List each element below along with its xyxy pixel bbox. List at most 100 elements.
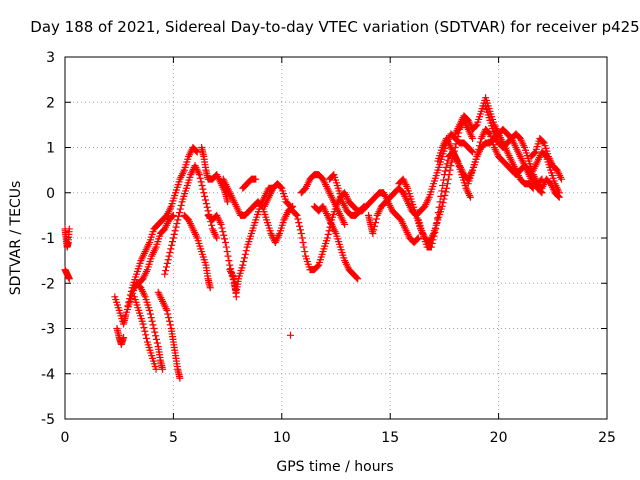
data-point-marker	[325, 227, 333, 235]
data-point-marker	[126, 291, 134, 299]
data-point-marker	[166, 248, 174, 256]
data-point-marker	[175, 212, 183, 220]
y-axis-label: SDTVAR / TECUs	[8, 181, 24, 296]
data-point-marker	[473, 153, 481, 161]
data-point-marker	[324, 230, 332, 238]
data-point-marker	[142, 331, 150, 339]
data-point-marker	[162, 263, 170, 271]
data-points	[61, 94, 565, 382]
data-point-marker	[163, 259, 171, 267]
data-point-marker	[442, 188, 450, 196]
data-point-marker	[161, 270, 169, 278]
data-point-marker	[439, 182, 447, 190]
data-point-marker	[169, 234, 177, 242]
data-point-marker	[301, 248, 309, 256]
data-point-marker	[146, 306, 154, 314]
x-tick-label: 5	[169, 430, 178, 446]
data-point-marker	[139, 320, 147, 328]
data-point-marker	[201, 196, 209, 204]
data-point-marker	[341, 220, 349, 228]
data-point-marker	[151, 328, 159, 336]
x-tick-label: 25	[598, 430, 616, 446]
data-point-marker	[440, 171, 448, 179]
data-point-marker	[294, 215, 302, 223]
data-point-marker	[539, 138, 547, 146]
y-tick-label: -5	[41, 412, 55, 428]
data-point-marker	[468, 147, 476, 155]
data-point-marker	[474, 149, 482, 157]
data-point-marker	[225, 257, 233, 265]
data-point-marker	[323, 234, 331, 242]
data-point-marker	[437, 192, 445, 200]
y-tick-label: 1	[46, 141, 55, 157]
data-point-marker	[152, 332, 160, 340]
data-point-marker	[218, 224, 226, 232]
data-point-marker	[475, 145, 483, 153]
data-point-marker	[466, 193, 474, 201]
data-point-marker	[208, 221, 216, 229]
data-point-marker	[219, 228, 227, 236]
data-point-marker	[438, 202, 446, 210]
data-point-marker	[199, 185, 207, 193]
data-point-marker	[147, 314, 155, 322]
data-point-marker	[293, 211, 301, 219]
data-point-marker	[541, 152, 549, 160]
chart-title: Day 188 of 2021, Sidereal Day-to-day VTE…	[30, 18, 639, 36]
data-point-marker	[299, 239, 307, 247]
data-point-marker	[414, 235, 422, 243]
data-point-marker	[297, 229, 305, 237]
data-point-marker	[217, 220, 225, 228]
data-point-marker	[286, 331, 294, 339]
data-point-marker	[241, 254, 249, 262]
y-tick-label: -4	[41, 367, 55, 383]
data-point-marker	[453, 136, 461, 144]
data-point-marker	[241, 250, 249, 258]
data-point-marker	[298, 234, 306, 242]
data-point-marker	[126, 295, 134, 303]
data-point-marker	[162, 267, 170, 275]
data-point-marker	[163, 306, 171, 314]
data-point-marker	[371, 222, 379, 230]
data-point-marker	[472, 122, 480, 130]
data-point-marker	[202, 200, 210, 208]
y-tick-label: 2	[46, 95, 55, 111]
data-point-marker	[213, 234, 221, 242]
data-point-marker	[198, 182, 206, 190]
data-point-marker	[252, 175, 260, 183]
data-point-marker	[165, 317, 173, 325]
data-point-marker	[167, 245, 175, 253]
data-point-marker	[428, 239, 436, 247]
y-tick-label: 0	[46, 186, 55, 202]
data-point-marker	[444, 175, 452, 183]
data-point-marker	[176, 205, 184, 213]
data-point-marker	[300, 243, 308, 251]
data-point-marker	[152, 335, 160, 343]
data-point-marker	[223, 248, 231, 256]
data-point-marker	[164, 310, 172, 318]
data-point-marker	[177, 201, 185, 209]
data-point-marker	[192, 147, 200, 155]
data-point-marker	[292, 210, 300, 218]
data-point-marker	[172, 223, 180, 231]
data-point-marker	[124, 302, 132, 310]
data-point-marker	[164, 256, 172, 264]
data-point-marker	[359, 203, 367, 211]
data-point-marker	[169, 238, 177, 246]
data-point-marker	[146, 310, 154, 318]
data-point-marker	[171, 227, 179, 235]
data-point-marker	[430, 232, 438, 240]
data-point-marker	[443, 180, 451, 188]
data-point-marker	[150, 325, 158, 332]
data-point-marker	[354, 275, 362, 283]
data-point-marker	[476, 142, 484, 150]
data-point-marker	[476, 138, 484, 146]
data-point-marker	[448, 158, 456, 166]
data-point-marker	[314, 262, 322, 270]
data-point-marker	[440, 176, 448, 184]
data-point-marker	[159, 365, 167, 373]
data-point-marker	[222, 243, 230, 251]
data-point-marker	[224, 198, 232, 206]
data-point-marker	[169, 211, 177, 219]
data-point-marker	[286, 202, 294, 210]
data-point-marker	[438, 187, 446, 195]
